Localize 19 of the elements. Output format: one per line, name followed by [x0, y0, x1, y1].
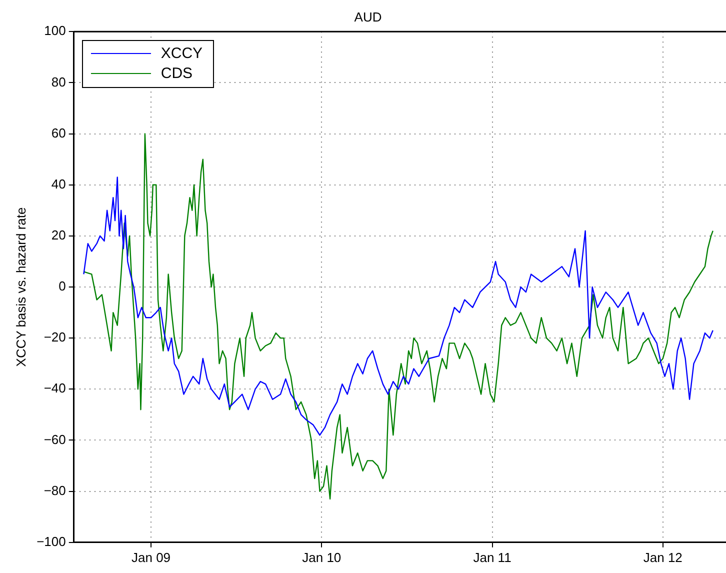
y-tick-label: −20	[44, 330, 66, 345]
chart-title: AUD	[354, 9, 382, 24]
y-tick-label: 0	[58, 278, 66, 294]
y-axis-title: XCCY basis vs. hazard rate	[13, 207, 28, 367]
x-tick-label: Jan 11	[473, 550, 512, 565]
y-tick-label: −40	[44, 380, 66, 396]
x-tick-label: Jan 12	[643, 550, 682, 565]
y-tick-label: 20	[51, 228, 66, 242]
y-tick-label: −80	[44, 482, 66, 498]
x-tick-label: Jan 09	[131, 550, 171, 565]
legend-label: XCCY	[160, 45, 203, 62]
x-tick-label: Jan 10	[302, 550, 342, 565]
y-tick-label: 40	[51, 176, 66, 192]
y-tick-label: −100	[36, 534, 66, 549]
y-tick-label: 60	[51, 125, 66, 140]
y-tick-label: 100	[44, 23, 66, 38]
y-tick-label: −60	[44, 432, 66, 447]
legend-label: CDS	[160, 65, 193, 82]
y-tick-label: 80	[51, 74, 66, 90]
